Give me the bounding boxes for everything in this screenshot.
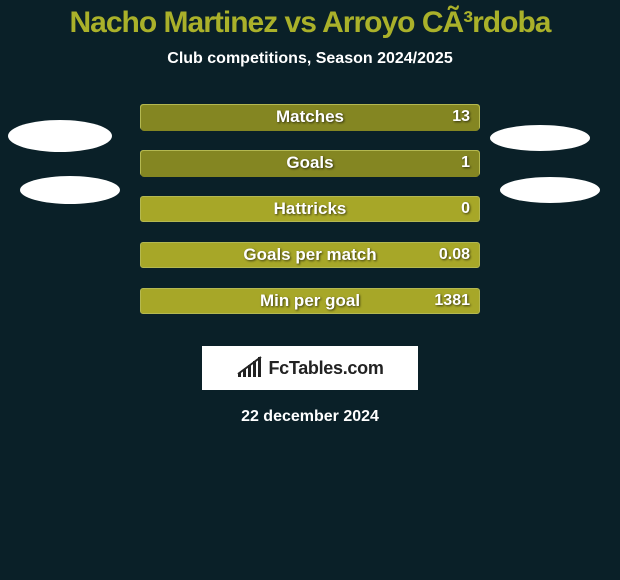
- comparison-subtitle: Club competitions, Season 2024/2025: [0, 50, 620, 68]
- stat-row: Goals per match0.08: [0, 242, 620, 288]
- bar-track: [140, 288, 480, 314]
- bar-fill: [141, 151, 479, 177]
- bar-fill: [141, 105, 479, 131]
- bar-track: [140, 104, 480, 130]
- bar-track: [140, 150, 480, 176]
- comparison-title: Nacho Martinez vs Arroyo CÃ³rdoba: [0, 0, 620, 40]
- avatar-left-0: [8, 120, 112, 152]
- brand-text: FcTables.com: [268, 358, 383, 379]
- bar-track: [140, 196, 480, 222]
- stat-row: Min per goal1381: [0, 288, 620, 334]
- avatar-left-1: [20, 176, 120, 204]
- avatar-right-0: [490, 125, 590, 151]
- bar-chart-icon: [236, 355, 264, 382]
- brand-box: FcTables.com: [202, 346, 418, 390]
- avatar-right-1: [500, 177, 600, 203]
- stat-row: Hattricks0: [0, 196, 620, 242]
- snapshot-date: 22 december 2024: [0, 408, 620, 426]
- bar-track: [140, 242, 480, 268]
